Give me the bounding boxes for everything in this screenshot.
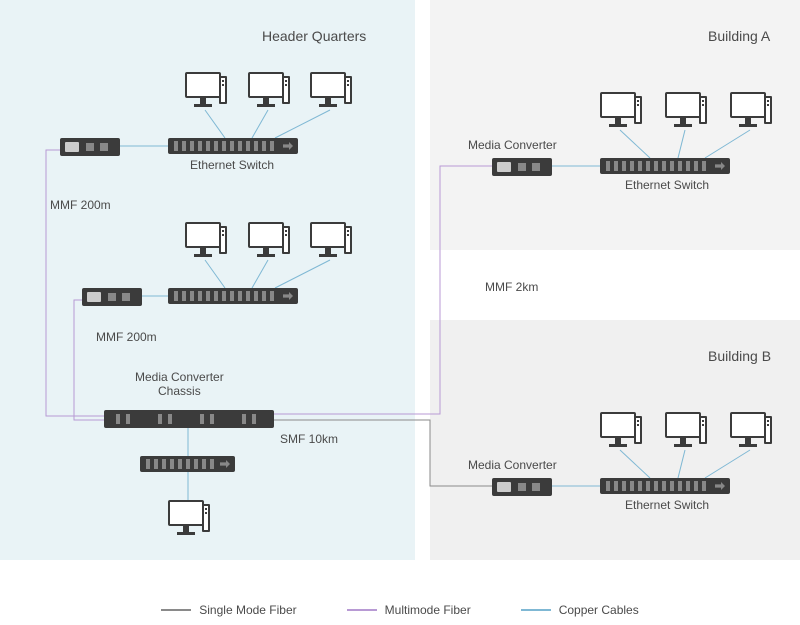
pc-icon bbox=[248, 222, 290, 260]
title-building-b: Building B bbox=[708, 348, 771, 364]
label-media-converter-b: Media Converter bbox=[468, 458, 557, 472]
label-mmf-200m-2: MMF 200m bbox=[96, 330, 157, 344]
legend-item-smf: Single Mode Fiber bbox=[161, 603, 296, 617]
title-building-a: Building A bbox=[708, 28, 770, 44]
pc-icon bbox=[730, 412, 772, 450]
label-media-converter-chassis: Media Converter Chassis bbox=[135, 370, 224, 398]
legend-swatch-mmf bbox=[347, 609, 377, 611]
legend-swatch-smf bbox=[161, 609, 191, 611]
ethernet-switch-icon bbox=[600, 478, 730, 494]
media-converter-icon bbox=[492, 478, 552, 496]
pc-icon bbox=[665, 92, 707, 130]
ethernet-switch-icon bbox=[168, 288, 298, 304]
pc-icon bbox=[248, 72, 290, 110]
legend-label-smf: Single Mode Fiber bbox=[199, 603, 296, 617]
pc-icon bbox=[185, 222, 227, 260]
label-smf-10km: SMF 10km bbox=[280, 432, 338, 446]
media-converter-icon bbox=[82, 288, 142, 306]
legend-label-mmf: Multimode Fiber bbox=[385, 603, 471, 617]
pc-icon bbox=[600, 92, 642, 130]
pc-icon bbox=[600, 412, 642, 450]
label-ethernet-switch-a: Ethernet Switch bbox=[625, 178, 709, 192]
label-mmf-2km: MMF 2km bbox=[485, 280, 538, 294]
pc-icon bbox=[665, 412, 707, 450]
media-converter-chassis-icon bbox=[104, 410, 274, 428]
legend-item-mmf: Multimode Fiber bbox=[347, 603, 471, 617]
label-ethernet-switch-b: Ethernet Switch bbox=[625, 498, 709, 512]
ethernet-switch-icon bbox=[140, 456, 235, 472]
pc-icon bbox=[168, 500, 210, 538]
title-hq: Header Quarters bbox=[262, 28, 366, 44]
pc-icon bbox=[730, 92, 772, 130]
legend-swatch-copper bbox=[521, 609, 551, 611]
legend: Single Mode Fiber Multimode Fiber Copper… bbox=[0, 603, 800, 617]
ethernet-switch-icon bbox=[600, 158, 730, 174]
pc-icon bbox=[185, 72, 227, 110]
pc-icon bbox=[310, 72, 352, 110]
label-ethernet-switch-hq: Ethernet Switch bbox=[190, 158, 274, 172]
legend-item-copper: Copper Cables bbox=[521, 603, 639, 617]
ethernet-switch-icon bbox=[168, 138, 298, 154]
label-mmf-200m-1: MMF 200m bbox=[50, 198, 111, 212]
label-media-converter-a: Media Converter bbox=[468, 138, 557, 152]
media-converter-icon bbox=[60, 138, 120, 156]
media-converter-icon bbox=[492, 158, 552, 176]
legend-label-copper: Copper Cables bbox=[559, 603, 639, 617]
pc-icon bbox=[310, 222, 352, 260]
